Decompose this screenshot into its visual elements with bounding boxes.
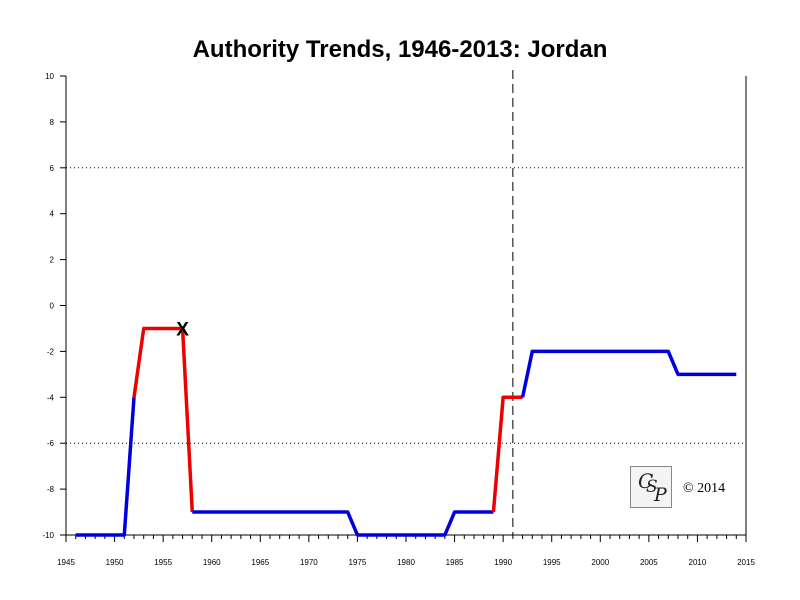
markers: X (176, 319, 189, 340)
y-tick-label: -10 (42, 531, 54, 540)
series-line-1 (75, 397, 136, 537)
series-line-3 (192, 510, 494, 537)
y-tick-label: 10 (45, 72, 54, 81)
chart-title: Authority Trends, 1946-2013: Jordan (192, 36, 608, 63)
x-tick-label: 2000 (591, 558, 609, 567)
x-tick-label: 1990 (494, 558, 512, 567)
x-tick-label: 2015 (737, 558, 755, 567)
csp-logo: C S P (630, 466, 672, 508)
y-tick-label: -8 (47, 485, 55, 494)
x-marker: X (176, 319, 189, 340)
x-tick-label: 1985 (446, 558, 464, 567)
x-tick-label: 1995 (543, 558, 561, 567)
logo-letter-c: C (638, 469, 654, 493)
y-tick-label: 8 (50, 118, 55, 127)
x-tick-label: 1960 (203, 558, 221, 567)
logo-letter-s: S (646, 477, 658, 497)
x-tick-label: 1980 (397, 558, 415, 567)
series-line-4 (491, 395, 523, 513)
series-line-5 (520, 349, 737, 398)
y-tick-label: 2 (50, 256, 55, 265)
y-tick-label: -4 (47, 393, 55, 402)
x-tick-label: 1965 (251, 558, 269, 567)
y-tick-label: 4 (50, 210, 55, 219)
x-tick-label: 2005 (640, 558, 658, 567)
y-tick-label: 0 (50, 302, 55, 311)
x-tick-label: 1970 (300, 558, 318, 567)
x-tick-label: 2010 (689, 558, 707, 567)
copyright-notice: © 2014 (683, 481, 726, 496)
series-line-2 (132, 326, 195, 513)
x-tick-label: 1955 (154, 558, 172, 567)
x-tick-label: 1975 (349, 558, 367, 567)
logo-letter-p: P (654, 484, 667, 506)
y-tick-label: -6 (47, 439, 55, 448)
y-tick-label: 6 (50, 164, 55, 173)
y-tick-label: -2 (47, 347, 55, 356)
axes: -10 -8 -6 -4 -2 0 2 4 6 8 10 1945 1950 1955 1960 1965 19… (42, 72, 755, 567)
series-group (75, 326, 737, 537)
reference-lines (66, 70, 746, 535)
x-tick-label: 1950 (106, 558, 124, 567)
x-tick-label: 1945 (57, 558, 75, 567)
